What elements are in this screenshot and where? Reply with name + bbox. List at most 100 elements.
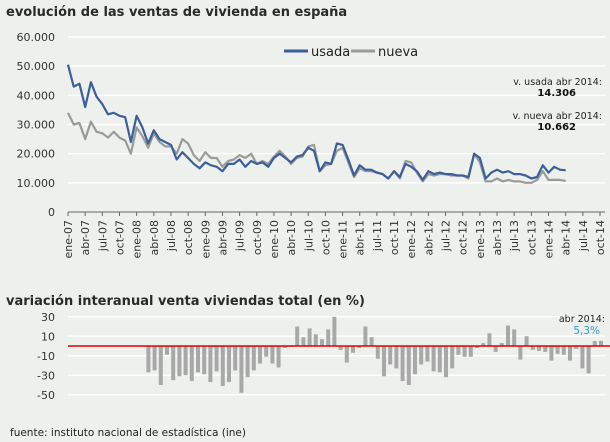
x-tick-label: jul-13	[508, 220, 521, 252]
y-tick-label: 0	[48, 206, 55, 219]
legend: usada nueva	[284, 45, 418, 60]
bar	[270, 346, 275, 364]
y-tick-label: 20.000	[17, 148, 56, 161]
bar	[338, 346, 343, 350]
bar	[400, 346, 405, 382]
bar	[599, 340, 603, 346]
x-tick-label: abr-10	[285, 220, 298, 256]
bar	[202, 346, 207, 375]
bar	[444, 346, 448, 378]
bar	[406, 346, 411, 385]
bar	[326, 329, 331, 346]
bar	[208, 346, 213, 383]
bar	[363, 326, 368, 346]
annotation-usada-value: 14.306	[537, 88, 576, 99]
bar	[493, 346, 498, 352]
bottom-bars	[146, 316, 603, 393]
bar	[530, 346, 535, 350]
bar	[561, 346, 566, 355]
bar	[332, 316, 337, 346]
top-y-axis: 0 10.000 20.000 30.000 40.000 50.000 60.000	[17, 31, 56, 219]
x-tick-label: oct-09	[251, 220, 264, 255]
bar	[227, 346, 231, 383]
x-tick-label: abr-09	[216, 220, 229, 256]
bar	[245, 346, 250, 378]
x-tick-label: oct-10	[319, 220, 332, 255]
legend-usada-label: usada	[311, 45, 350, 60]
bar	[431, 346, 436, 372]
bar	[512, 329, 517, 346]
y-tick-label: -50	[37, 389, 55, 402]
x-tick-label: ene-12	[405, 220, 418, 258]
bar	[351, 346, 355, 353]
bar	[580, 346, 585, 369]
bar	[196, 346, 200, 373]
bar	[450, 346, 455, 369]
x-tick-label: abr-07	[79, 220, 92, 256]
bar	[171, 346, 176, 381]
bar	[301, 337, 306, 346]
bar	[388, 346, 393, 365]
bar	[165, 346, 169, 355]
series-line-usada	[66, 64, 566, 181]
bar	[419, 346, 424, 365]
x-tick-label: abr-13	[491, 220, 504, 256]
top-gridlines	[68, 36, 605, 184]
bar	[382, 346, 386, 377]
bar	[413, 346, 417, 375]
bar	[214, 346, 219, 372]
bar	[394, 346, 399, 369]
x-tick-label: jul-08	[165, 220, 178, 252]
bar	[524, 336, 529, 346]
x-tick-label: jul-07	[96, 220, 109, 252]
x-tick-label: oct-13	[525, 220, 538, 255]
bar	[574, 346, 579, 349]
source-footer: fuente: instituto nacional de estadístic…	[10, 427, 246, 439]
bar	[344, 346, 349, 363]
x-tick-label: abr-12	[422, 220, 435, 256]
bar	[183, 346, 188, 376]
x-tick-label: jul-10	[302, 220, 315, 252]
bar	[276, 346, 281, 368]
x-tick-label: oct-14	[594, 220, 607, 255]
x-tick-label: abr-11	[354, 220, 367, 256]
x-tick-label: ene-14	[543, 220, 556, 258]
bar	[320, 339, 324, 346]
bar	[468, 346, 473, 357]
bar	[220, 346, 225, 386]
bar	[487, 333, 492, 346]
x-tick-label: oct-12	[457, 220, 470, 255]
x-tick-label: ene-13	[474, 220, 487, 258]
y-tick-label: -10	[37, 350, 55, 363]
bar	[282, 346, 287, 348]
y-tick-label: 40.000	[17, 89, 56, 102]
x-tick-label: oct-07	[113, 220, 126, 255]
top-series	[66, 64, 566, 184]
y-tick-label: 10	[41, 330, 55, 343]
y-tick-label: 30	[41, 311, 55, 324]
bar	[518, 346, 523, 360]
x-tick-label: abr-08	[148, 220, 161, 256]
x-tick-label: ene-10	[268, 220, 281, 258]
y-tick-label: 50.000	[17, 60, 56, 73]
y-tick-label: 30.000	[17, 119, 56, 132]
bar	[357, 346, 362, 348]
annotations: v. usada abr 2014: 14.306 v. nueva abr 2…	[513, 77, 602, 133]
bar	[313, 334, 318, 346]
annotation-usada-label: v. usada abr 2014:	[513, 77, 602, 88]
bar	[549, 346, 554, 361]
bar	[189, 346, 194, 382]
bottom-gridlines	[68, 316, 605, 396]
bar	[437, 346, 442, 373]
x-tick-label: ene-07	[62, 220, 75, 258]
bar	[499, 343, 504, 346]
bar-annotation-value: 5,3%	[573, 325, 600, 337]
bar	[456, 346, 461, 355]
x-tick-label: jul-09	[234, 220, 247, 252]
bar	[555, 346, 560, 354]
bar-annotation-label: abr 2014:	[559, 314, 605, 325]
x-tick-label: jul-12	[440, 220, 453, 252]
bar	[475, 346, 479, 348]
bar	[425, 346, 430, 362]
bar	[568, 346, 572, 361]
